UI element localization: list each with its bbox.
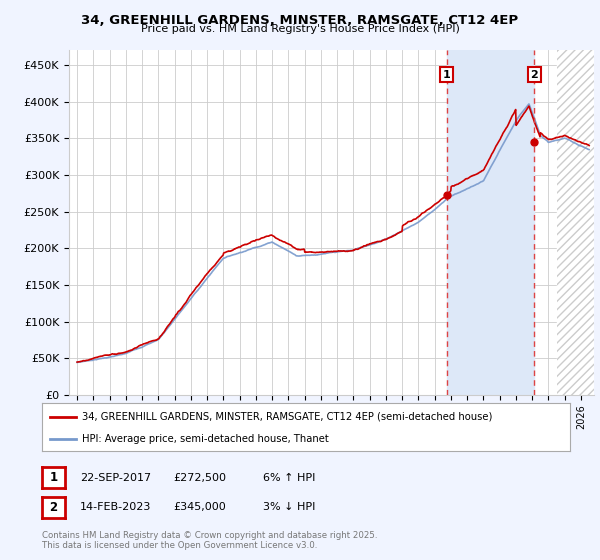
Text: 2: 2 bbox=[530, 69, 538, 80]
Text: HPI: Average price, semi-detached house, Thanet: HPI: Average price, semi-detached house,… bbox=[82, 434, 328, 444]
Text: 22-SEP-2017: 22-SEP-2017 bbox=[80, 473, 151, 483]
Text: 3% ↓ HPI: 3% ↓ HPI bbox=[263, 502, 315, 512]
Text: Contains HM Land Registry data © Crown copyright and database right 2025.
This d: Contains HM Land Registry data © Crown c… bbox=[42, 530, 377, 550]
Text: £272,500: £272,500 bbox=[173, 473, 226, 483]
Bar bbox=[557, 50, 594, 395]
Bar bbox=[446, 50, 534, 395]
Text: 14-FEB-2023: 14-FEB-2023 bbox=[80, 502, 151, 512]
Text: 2: 2 bbox=[49, 501, 58, 514]
Text: 1: 1 bbox=[49, 471, 58, 484]
Text: 6% ↑ HPI: 6% ↑ HPI bbox=[263, 473, 315, 483]
Text: 34, GREENHILL GARDENS, MINSTER, RAMSGATE, CT12 4EP: 34, GREENHILL GARDENS, MINSTER, RAMSGATE… bbox=[82, 14, 518, 27]
Text: 34, GREENHILL GARDENS, MINSTER, RAMSGATE, CT12 4EP (semi-detached house): 34, GREENHILL GARDENS, MINSTER, RAMSGATE… bbox=[82, 412, 492, 422]
Text: £345,000: £345,000 bbox=[173, 502, 226, 512]
Text: Price paid vs. HM Land Registry's House Price Index (HPI): Price paid vs. HM Land Registry's House … bbox=[140, 24, 460, 34]
Text: 1: 1 bbox=[443, 69, 451, 80]
Bar bbox=[557, 50, 594, 395]
